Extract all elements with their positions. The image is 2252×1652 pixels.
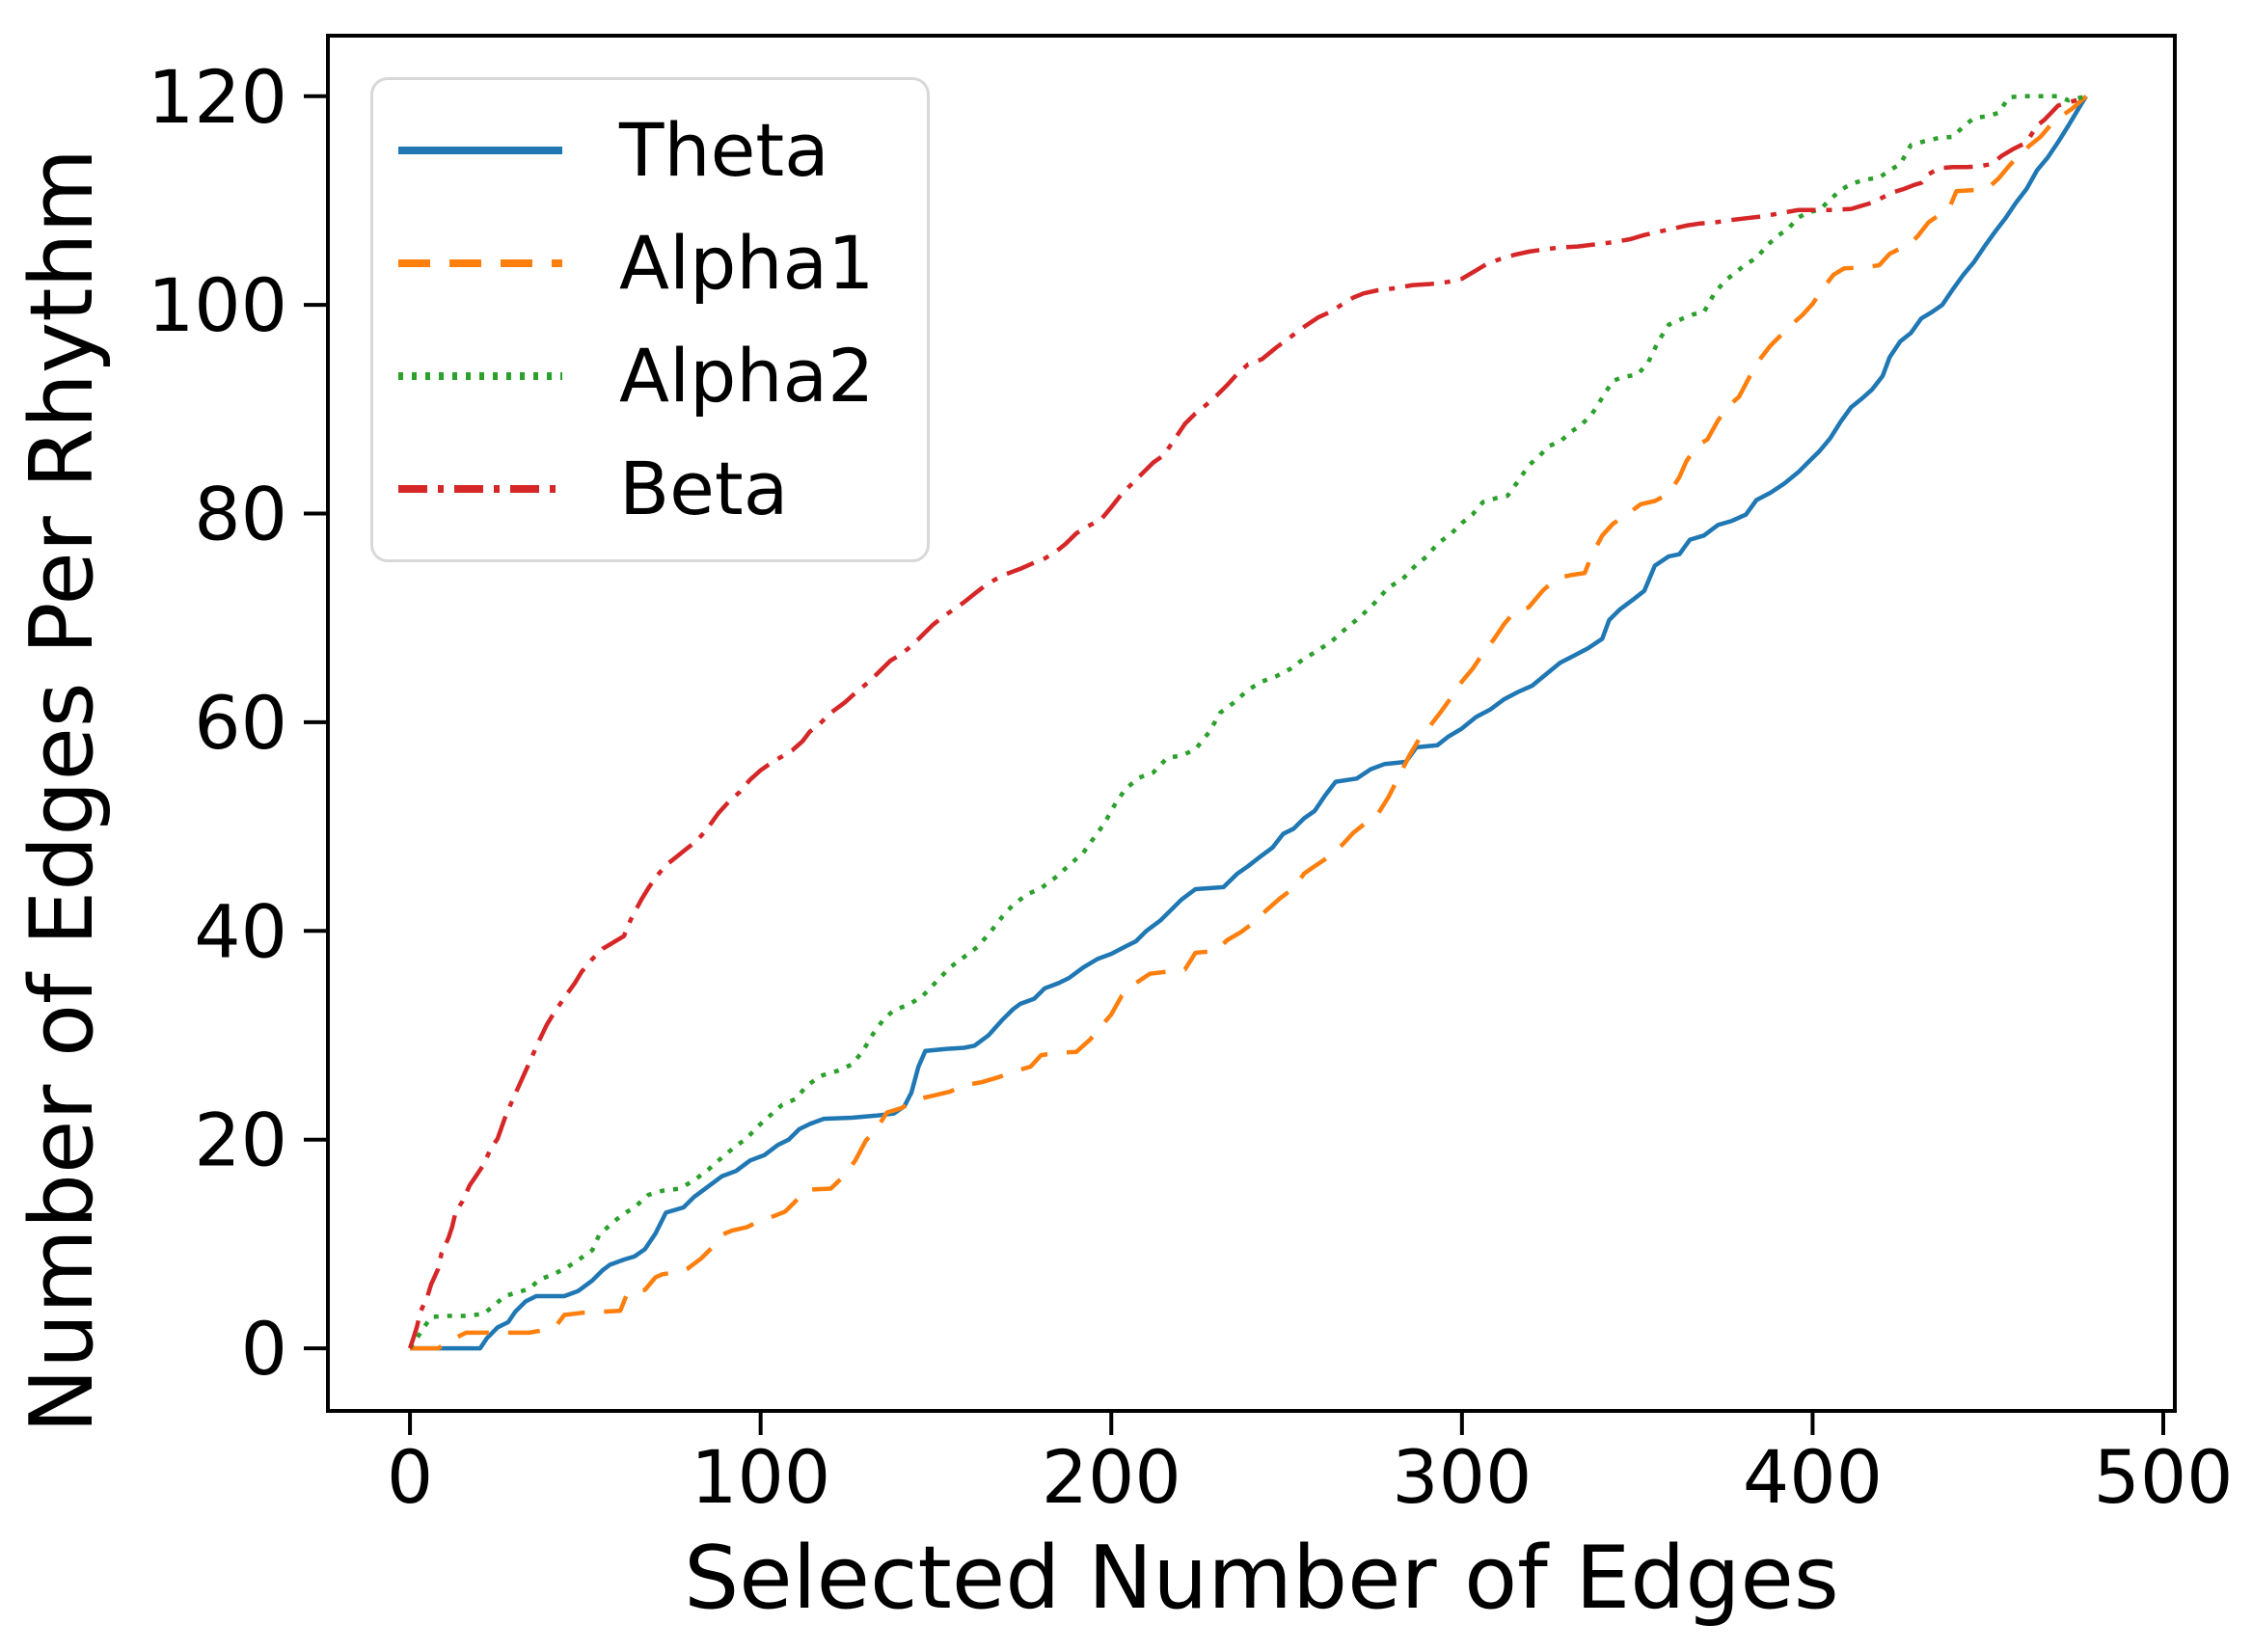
x-tick-label: 100	[691, 1434, 830, 1520]
x-axis-label: Selected Number of Edges	[684, 1528, 1839, 1629]
legend-line-sample-beta	[398, 485, 562, 494]
x-tick-label: 400	[1743, 1434, 1883, 1520]
x-tick-label: 200	[1042, 1434, 1181, 1520]
y-tick-label: 60	[194, 680, 287, 766]
legend-item-theta: Theta	[396, 106, 917, 193]
y-tick-label: 120	[148, 54, 287, 140]
axis-ticks: 0 100 200 300 400 500 0 20 40 60 80 100 120	[148, 54, 2234, 1520]
series-line-alpha2	[408, 94, 2087, 1350]
series-line-beta	[407, 94, 2087, 1349]
x-tick-label: 500	[2093, 1434, 2233, 1520]
legend-item-alpha1: Alpha1	[396, 219, 917, 306]
y-tick-label: 0	[241, 1306, 287, 1392]
y-axis-label: Number of Edges Per Rhythm	[12, 149, 113, 1433]
legend-line-sample-alpha2	[398, 372, 562, 381]
series-line-theta	[410, 95, 2088, 1351]
y-tick-label: 100	[148, 262, 287, 348]
legend-label-theta: Theta	[619, 106, 829, 193]
series-lines	[407, 94, 2088, 1351]
series-line-alpha1	[410, 95, 2088, 1351]
legend: Theta Alpha1 Alpha2 Beta	[370, 77, 930, 562]
y-tick-label: 20	[194, 1097, 287, 1183]
legend-item-alpha2: Alpha2	[396, 339, 917, 413]
y-tick-label: 80	[194, 472, 287, 557]
legend-line-sample-theta	[398, 146, 562, 154]
x-tick-label: 0	[387, 1434, 433, 1520]
legend-label-alpha2: Alpha2	[619, 333, 875, 420]
x-tick-label: 300	[1392, 1434, 1532, 1520]
y-tick-label: 40	[194, 888, 287, 974]
legend-line-sample-alpha1	[398, 258, 562, 267]
legend-label-beta: Beta	[619, 446, 789, 532]
legend-label-alpha1: Alpha1	[619, 219, 875, 306]
legend-item-beta: Beta	[396, 452, 917, 526]
